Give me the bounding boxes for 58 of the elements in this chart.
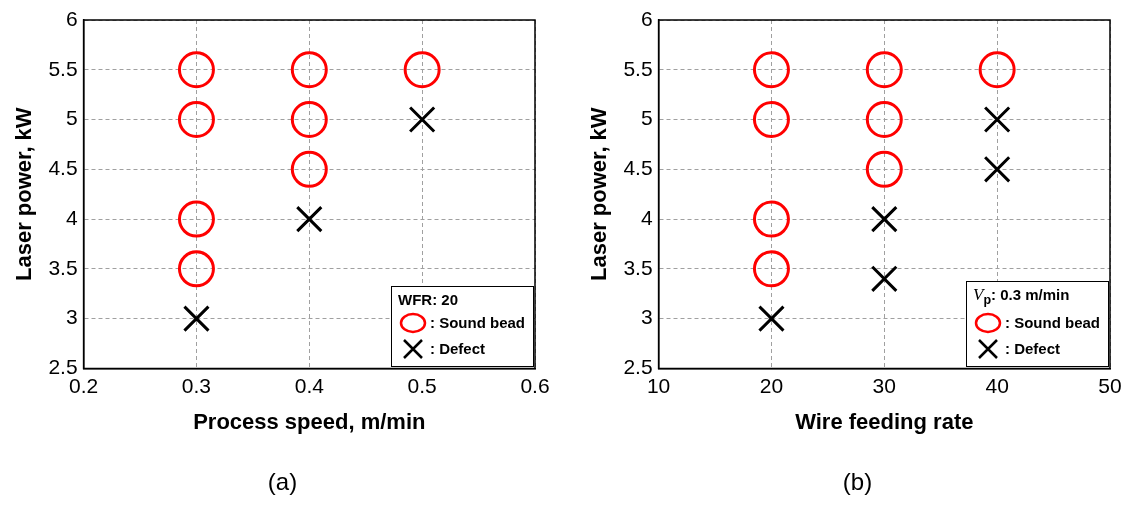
x-tick-label: 0.3 [181, 373, 212, 397]
y-tick-label: 3 [65, 305, 78, 329]
y-tick-label: 5 [640, 106, 653, 130]
point [757, 305, 785, 333]
point [290, 101, 328, 139]
legend-label: : Defect [1005, 339, 1061, 360]
legend-title: V$_{p}$: 0.3 m/min [973, 285, 1071, 310]
point [408, 106, 436, 134]
x-axis-title: Process speed, m/min [193, 408, 426, 434]
y-tick-label: 4.5 [48, 156, 78, 180]
y-tick-label: 5.5 [48, 56, 78, 80]
x-tick-label: 0.5 [407, 373, 437, 397]
x-tick-label: 0.6 [520, 373, 550, 397]
legend-label: : Sound bead [430, 313, 525, 334]
point [290, 150, 328, 188]
y-tick-label: 4 [65, 205, 78, 229]
y-tick-label: 4 [640, 205, 653, 229]
point [177, 51, 215, 89]
point [870, 265, 898, 293]
point [870, 205, 898, 233]
y-tick-label: 4.5 [623, 156, 653, 180]
point [983, 155, 1011, 183]
x-tick-label: 20 [759, 373, 784, 397]
y-tick-label: 3 [640, 305, 653, 329]
point [177, 101, 215, 139]
point [295, 205, 323, 233]
y-tick-label: 6 [640, 6, 653, 30]
point [403, 51, 441, 89]
point [177, 200, 215, 238]
point [865, 150, 903, 188]
point [978, 51, 1016, 89]
point [752, 250, 790, 288]
y-axis-title: Laser power, kW [11, 107, 37, 282]
text: (b) [841, 468, 874, 496]
y-tick-label: 3.5 [623, 255, 653, 279]
legend-title: WFR: 20 [398, 290, 459, 311]
y-tick-label: 5 [65, 106, 78, 130]
point [752, 101, 790, 139]
point [290, 51, 328, 89]
y-tick-label: 5.5 [623, 56, 653, 80]
legend-label: : Defect [430, 339, 486, 360]
y-tick-label: 6 [65, 6, 78, 30]
text: (a) [266, 468, 299, 496]
x-tick-label: 50 [1098, 373, 1122, 397]
y-tick-label: 3.5 [48, 255, 78, 279]
point [865, 51, 903, 89]
y-axis-title: Laser power, kW [586, 107, 612, 282]
x-tick-label: 40 [985, 373, 1009, 397]
x-axis-title: Wire feeding rate [795, 408, 974, 434]
point [983, 106, 1011, 134]
legend-label: : Sound bead [1005, 313, 1100, 334]
x-tick-label: 30 [872, 373, 896, 397]
point [182, 305, 210, 333]
point [752, 200, 790, 238]
point [177, 250, 215, 288]
x-tick-label: 0.4 [294, 373, 325, 397]
point [865, 101, 903, 139]
point [752, 51, 790, 89]
